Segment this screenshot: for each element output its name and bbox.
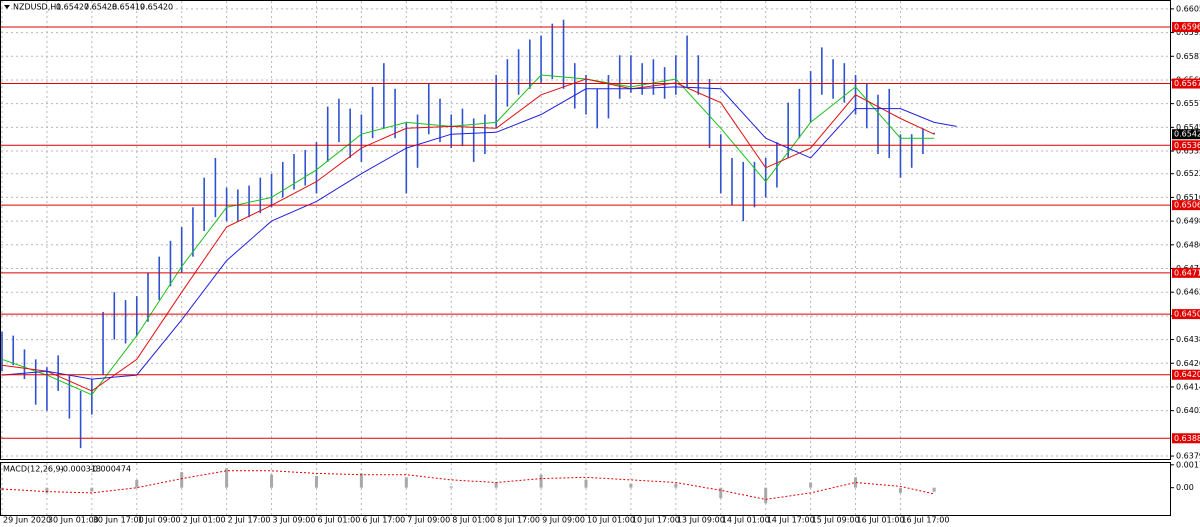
menu-arrow <box>4 5 10 9</box>
y-tick-label: 0.65335 <box>1176 147 1200 156</box>
signal-value: -0.000474 <box>90 465 131 474</box>
x-tick-label: 7 Jul 09:00 <box>407 516 450 525</box>
level-label: 0.65677 <box>1174 79 1200 88</box>
y-tick-label: 0.65815 <box>1176 52 1200 61</box>
y-tick-label: 0.65100 <box>1176 193 1200 202</box>
macd-bar <box>494 482 498 488</box>
y-tick-label: 0.64860 <box>1176 240 1200 249</box>
x-tick-label: 2 Jul 01:00 <box>183 516 226 525</box>
macd-bar <box>404 477 408 488</box>
level-label: 0.64202 <box>1174 370 1200 379</box>
header-open: 0.65427 <box>56 3 89 12</box>
x-tick-label: 6 Jul 17:00 <box>362 516 405 525</box>
marks <box>0 1 1174 515</box>
level-tag <box>1172 200 1200 211</box>
level-tag <box>1172 140 1200 151</box>
x-tick-label: 8 Jul 17:00 <box>497 516 540 525</box>
y-tick-label: 0.64980 <box>1176 217 1200 226</box>
macd-bar <box>314 476 318 488</box>
macd-bar <box>270 474 274 488</box>
level-label: 0.65364 <box>1174 141 1200 150</box>
y-tick-label: 0.001759 <box>1176 460 1200 469</box>
y-tick-label: 0.64380 <box>1176 335 1200 344</box>
y-tick-label: 0.65935 <box>1176 28 1200 37</box>
level-tag <box>1172 309 1200 320</box>
last-price-tag <box>1172 129 1200 140</box>
x-tick-label: 6 Jul 01:00 <box>317 516 360 525</box>
x-tick-label: 3 Jul 09:00 <box>273 516 316 525</box>
x-tick-label: 29 Jun 2020 <box>3 516 51 525</box>
macd-bar <box>135 479 139 488</box>
level-label: 0.64718 <box>1174 268 1200 277</box>
level-tag <box>1172 267 1200 278</box>
header-close: 0.65420 <box>140 3 173 12</box>
chart-title: NZDUSD,H1 <box>13 3 61 12</box>
y-tick-label: 0.64020 <box>1176 406 1200 415</box>
x-tick-label: 15 Jul 09:00 <box>812 516 860 525</box>
x-tick-label: 16 Jul 17:00 <box>901 516 949 525</box>
level-label: 0.65963 <box>1174 23 1200 32</box>
macd-bar <box>932 487 936 492</box>
macd-bar <box>674 483 678 488</box>
macd-bar <box>809 482 813 488</box>
macd-bar <box>449 486 453 488</box>
x-tick-label: 8 Jul 01:00 <box>452 516 495 525</box>
level-tag <box>1172 433 1200 444</box>
moving-average <box>1 74 935 396</box>
x-tick-label: 16 Jul 01:00 <box>857 516 905 525</box>
header-high: 0.65428 <box>84 3 117 12</box>
macd-bar <box>225 468 229 488</box>
macd-bar <box>45 487 49 493</box>
macd-bar <box>629 483 633 488</box>
x-tick-label: 9 Jul 09:00 <box>542 516 585 525</box>
macd-bar <box>539 474 543 488</box>
macd-bar <box>90 487 94 492</box>
header-low: 0.65419 <box>112 3 145 12</box>
macd-title: MACD(12,26,9) <box>3 465 64 474</box>
macd-bar <box>854 477 858 488</box>
x-tick-label: 13 Jul 09:00 <box>677 516 725 525</box>
macd-bar <box>359 473 363 488</box>
macd-bar <box>719 487 723 499</box>
level-label: 0.65061 <box>1174 201 1200 210</box>
y-tick-label: 0.64140 <box>1176 382 1200 391</box>
macd-bar <box>764 487 768 504</box>
x-tick-label: 30 Jun 17:00 <box>93 516 144 525</box>
y-tick-label: 0.66055 <box>1176 4 1200 13</box>
macd-bar <box>584 479 588 488</box>
y-tick-label: 0.63790 <box>1176 452 1200 461</box>
x-tick-label: 10 Jul 17:00 <box>632 516 680 525</box>
level-label: 0.64509 <box>1174 310 1200 319</box>
y-tick-label: 0.65575 <box>1176 99 1200 108</box>
x-tick-label: 14 Jul 17:00 <box>767 516 815 525</box>
level-tag <box>1172 369 1200 380</box>
y-tick-label: 0.64260 <box>1176 359 1200 368</box>
level-tag <box>1172 78 1200 89</box>
y-tick-label: 0.65455 <box>1176 123 1200 132</box>
macd-bar <box>180 472 184 488</box>
last-price-label: 0.65420 <box>1174 130 1200 139</box>
macd-bar <box>898 487 902 493</box>
x-tick-label: 30 Jun 01:00 <box>48 516 99 525</box>
y-tick-label: 0.64620 <box>1176 288 1200 297</box>
x-tick-label: 10 Jul 01:00 <box>587 516 635 525</box>
level-tag <box>1172 22 1200 33</box>
x-tick-label: 14 Jul 01:00 <box>722 516 770 525</box>
x-tick-label: 2 Jul 17:00 <box>228 516 271 525</box>
macd-value: -0.000313 <box>60 465 101 474</box>
moving-average <box>1 86 957 380</box>
x-tick-label: 1 Jul 09:00 <box>138 516 181 525</box>
y-tick-label: 0.00 <box>1176 483 1194 492</box>
y-tick-label: 0.65220 <box>1176 169 1200 178</box>
moving-average <box>1 78 935 392</box>
price-frame <box>0 0 1171 460</box>
